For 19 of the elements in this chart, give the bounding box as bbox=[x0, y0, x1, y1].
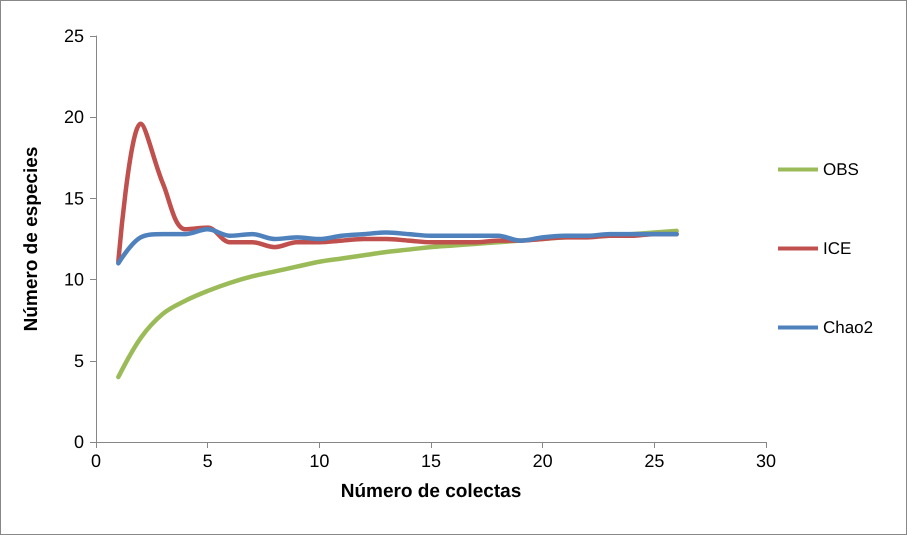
x-tick-label: 30 bbox=[756, 451, 776, 471]
x-tick-label: 20 bbox=[532, 451, 553, 471]
y-tick-label: 10 bbox=[64, 270, 84, 290]
x-tick-label: 5 bbox=[202, 451, 213, 471]
y-tick-label: 0 bbox=[74, 432, 84, 452]
line-series bbox=[116, 227, 679, 266]
y-tick-label: 5 bbox=[74, 350, 84, 371]
legend-label: OBS bbox=[823, 160, 859, 179]
y-tick-label: 25 bbox=[64, 26, 84, 46]
x-tick-label: 15 bbox=[420, 451, 442, 471]
x-tick-label: 25 bbox=[644, 451, 664, 471]
x-tick-label: 10 bbox=[309, 451, 330, 471]
x-axis-title: Número de colectas bbox=[340, 481, 522, 502]
y-tick-label: 15 bbox=[64, 188, 84, 208]
legend-label: ICE bbox=[823, 239, 852, 258]
legend-label: Chao2 bbox=[823, 318, 874, 337]
y-axis-title: Número de especies bbox=[21, 146, 42, 332]
y-tick-label: 20 bbox=[64, 107, 84, 128]
x-tick-label: 0 bbox=[90, 451, 102, 471]
